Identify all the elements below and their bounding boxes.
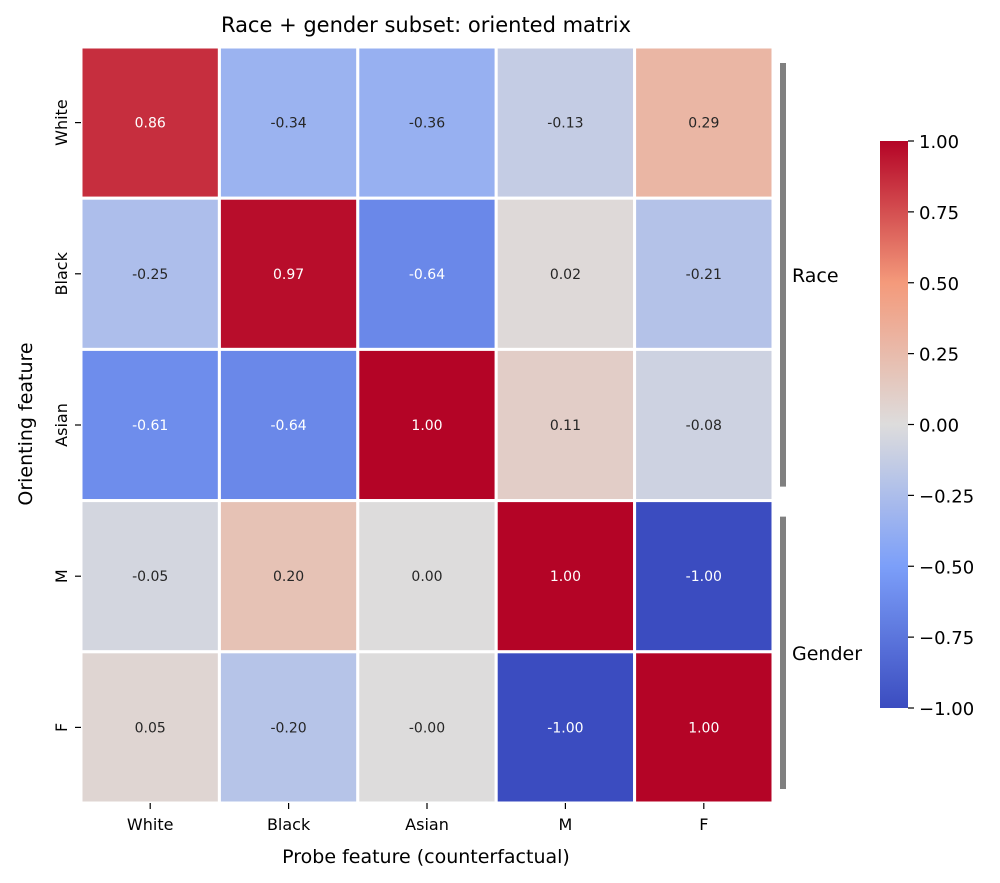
group-label: Race (792, 265, 839, 287)
cell-value-label: -0.00 (409, 720, 445, 736)
cell-value-label: -0.25 (132, 267, 168, 283)
heatmap-cell (494, 347, 637, 503)
heatmap-cell (356, 499, 498, 654)
colorbar-tick-label: 0.25 (919, 345, 959, 366)
heatmap-cells: 0.86 -0.34 -0.36 -0.13 0.29 -0.25 0.97 -0.64 0.0… (79, 45, 775, 805)
cell-value-label: 0.86 (135, 116, 166, 132)
group-brackets: Race Gender (780, 63, 862, 789)
heatmap-cell (633, 196, 775, 351)
y-axis-label: Orienting feature (15, 342, 37, 505)
cell-value-label: -0.05 (132, 569, 168, 585)
cell-value-label: -0.21 (686, 267, 722, 283)
heatmap-cell (633, 499, 775, 654)
heatmap-cell (217, 650, 360, 805)
x-tick-label: Black (267, 815, 311, 834)
cell-value-label: -0.64 (270, 418, 306, 434)
colorbar-tick-label: 0.50 (919, 274, 959, 295)
cell-value-label: -0.20 (270, 720, 306, 736)
cell-value-label: -0.61 (132, 418, 168, 434)
cell-value-label: 0.29 (688, 116, 719, 132)
x-tick-label: White (127, 815, 174, 834)
colorbar: 1.00 0.75 0.50 0.25 0.00 −0.25 −0.50 −0.75 −1.00 (880, 132, 974, 720)
heatmap-cell (494, 499, 637, 654)
cell-value-label: 0.20 (273, 569, 304, 585)
colorbar-tick-label: 0.75 (919, 203, 959, 224)
colorbar-gradient (880, 141, 908, 708)
y-tick-label: M (52, 569, 71, 583)
x-tick-label: F (699, 815, 708, 834)
group-label: Gender (792, 643, 862, 665)
cell-value-label: -0.13 (547, 116, 583, 132)
chart-title: Race + gender subset: oriented matrix (221, 13, 631, 37)
cell-value-label: 0.02 (550, 267, 581, 283)
cell-value-label: -1.00 (686, 569, 722, 585)
cell-value-label: -1.00 (547, 720, 583, 736)
heatmap-cell (217, 499, 360, 654)
x-tick-label: Asian (405, 815, 449, 834)
cell-value-label: 0.97 (273, 267, 304, 283)
y-tick-labels: White Black Asian M F (52, 99, 81, 732)
colorbar-tick-label: −0.50 (919, 557, 974, 578)
cell-value-label: 0.11 (550, 418, 581, 434)
heatmap-cell (356, 45, 498, 200)
cell-value-label: 0.00 (411, 569, 442, 585)
colorbar-tick-label: −1.00 (919, 699, 974, 720)
heatmap-cell (217, 45, 360, 200)
y-tick-label: F (52, 723, 71, 732)
colorbar-tick-label: −0.75 (919, 628, 974, 649)
heatmap-cell (217, 347, 360, 503)
heatmap-cell (356, 650, 498, 805)
colorbar-tick-label: 1.00 (919, 132, 959, 153)
y-tick-label: Asian (52, 403, 71, 447)
cell-value-label: 1.00 (688, 720, 719, 736)
heatmap-cell (79, 650, 221, 805)
cell-value-label: -0.36 (409, 116, 445, 132)
cell-value-label: -0.34 (270, 116, 306, 132)
heatmap-cell (356, 196, 498, 351)
cell-value-label: 1.00 (550, 569, 581, 585)
cell-value-label: -0.08 (686, 418, 722, 434)
colorbar-tick-label: 0.00 (919, 416, 959, 437)
cell-value-label: -0.64 (409, 267, 445, 283)
x-tick-labels: White Black Asian M F (127, 803, 708, 834)
colorbar-tick-label: −0.25 (919, 486, 974, 507)
x-axis-label: Probe feature (counterfactual) (282, 846, 570, 868)
heatmap-cell (79, 45, 221, 200)
cell-value-label: 1.00 (411, 418, 442, 434)
cell-value-label: 0.05 (135, 720, 166, 736)
y-tick-label: Black (52, 251, 71, 295)
y-tick-label: White (52, 99, 71, 146)
x-tick-label: M (558, 815, 572, 834)
